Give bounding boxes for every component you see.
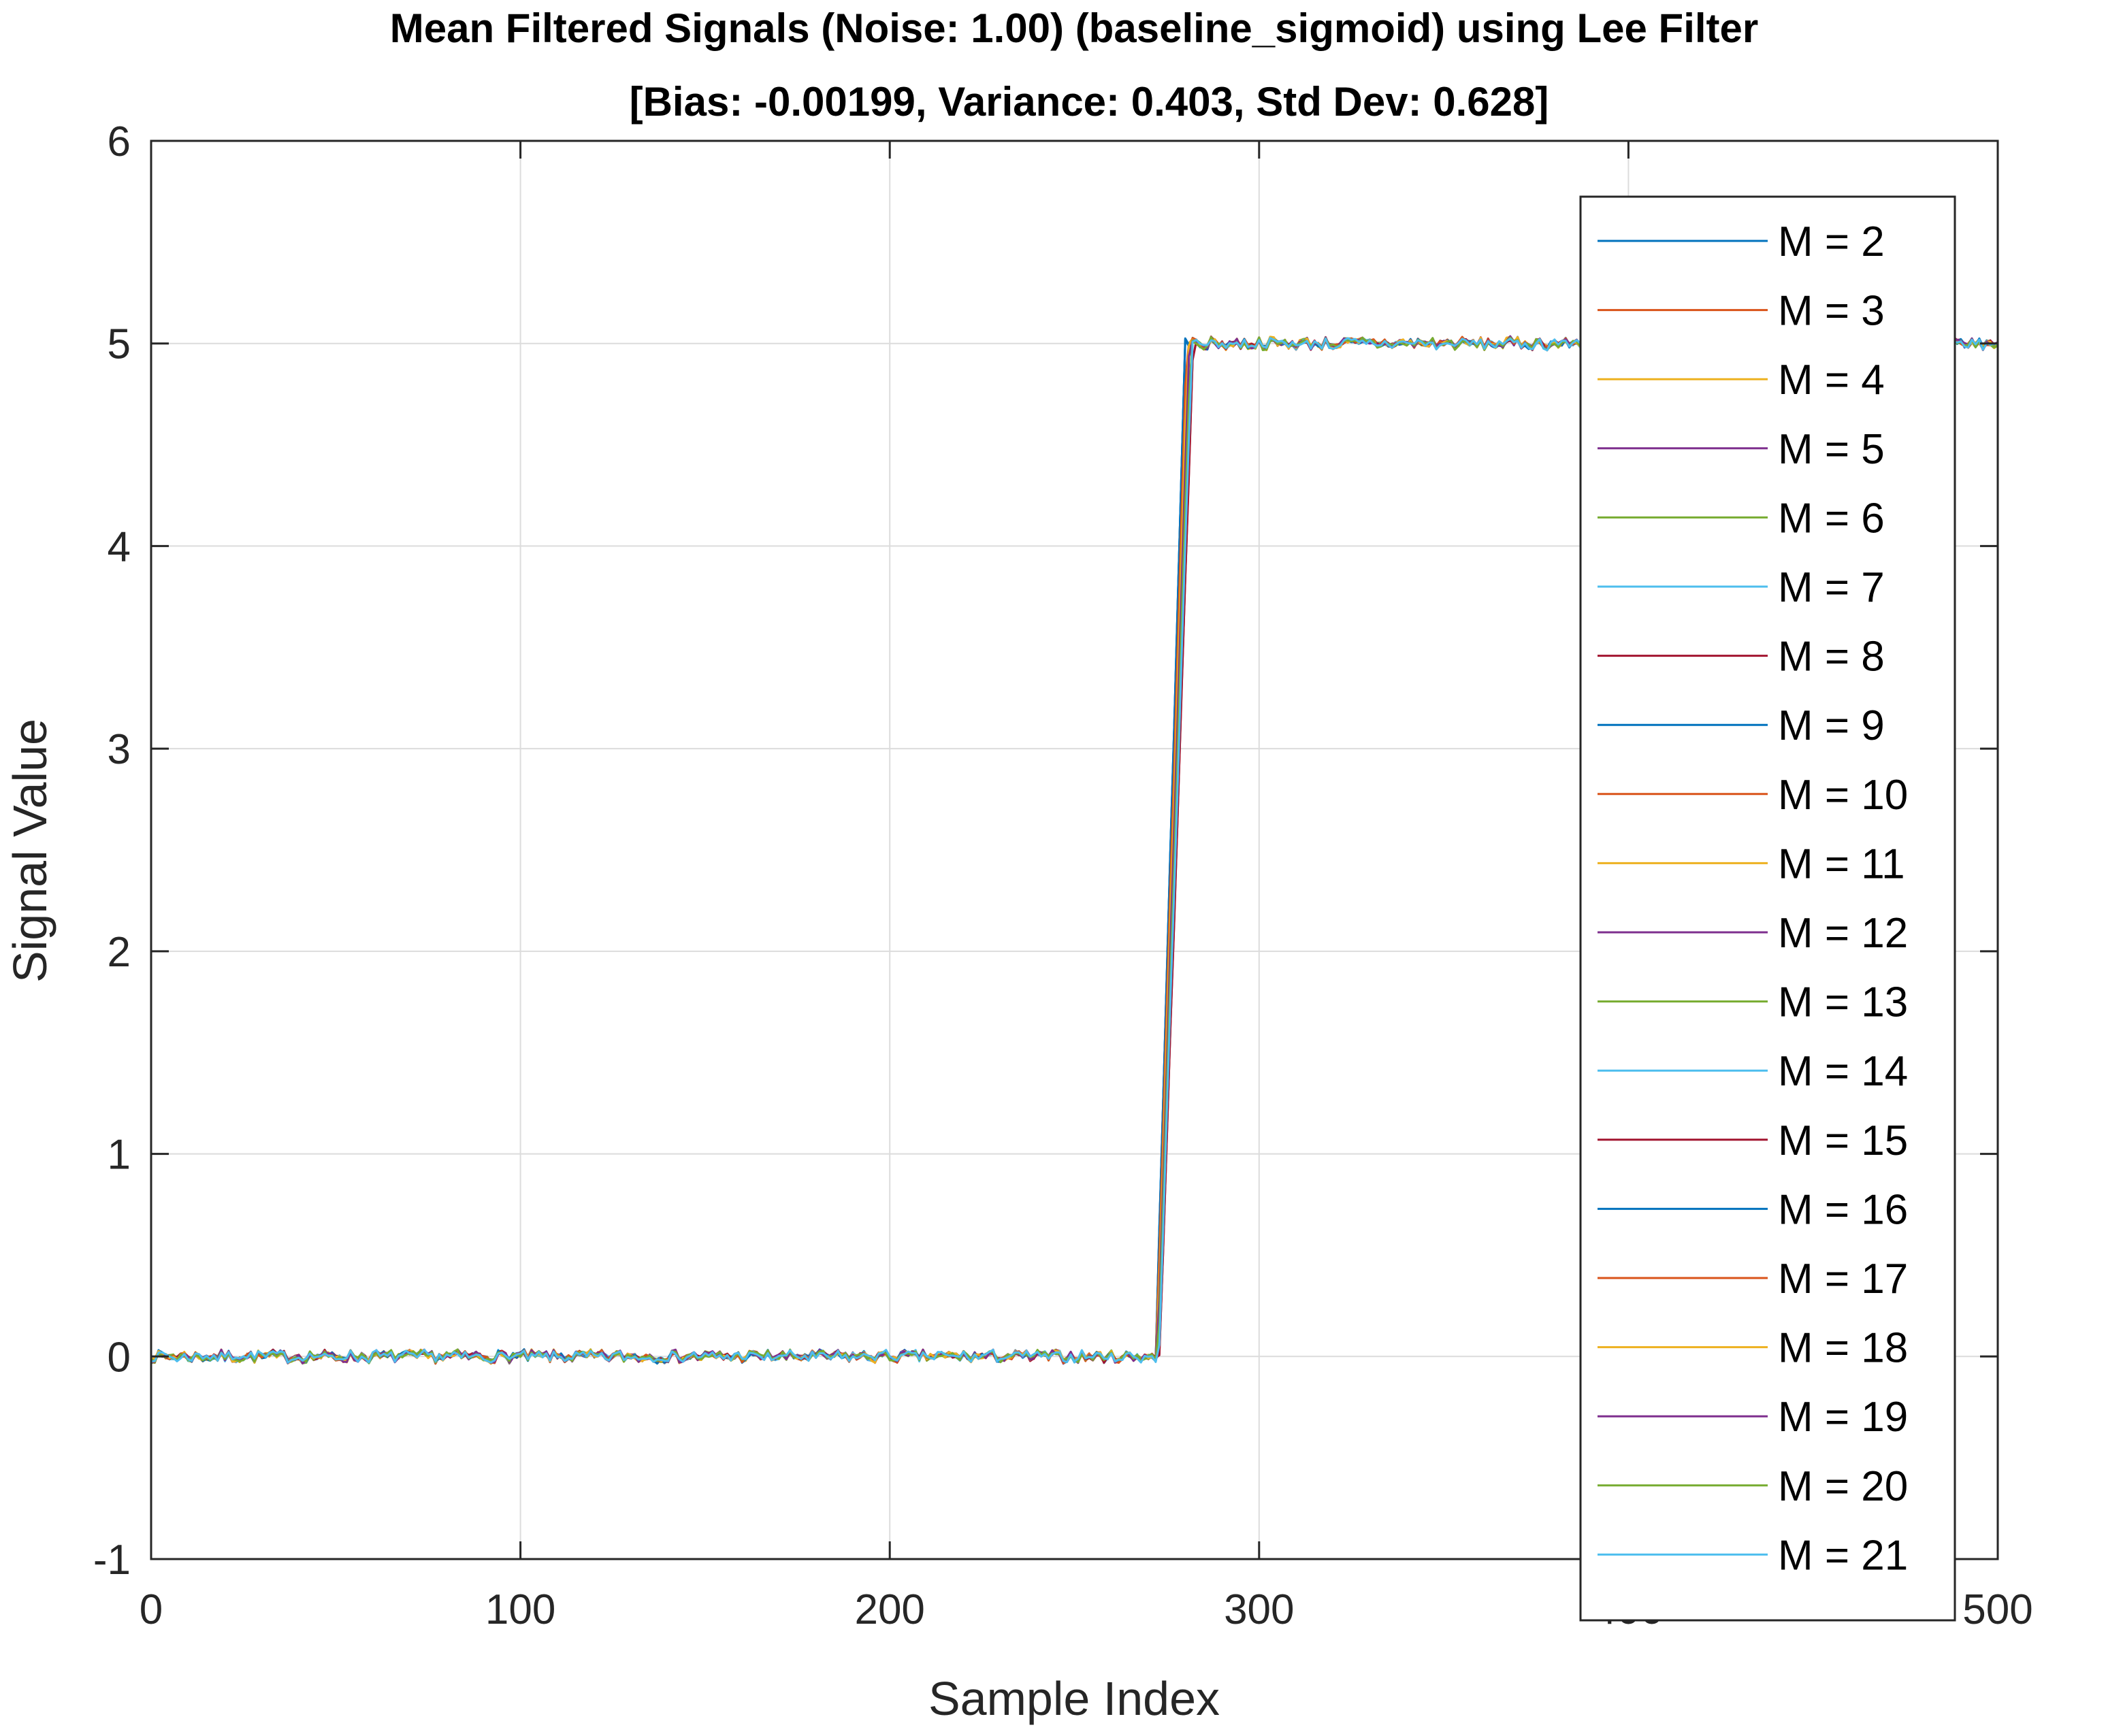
y-tick-label: 5 bbox=[108, 321, 131, 368]
legend-label: M = 17 bbox=[1778, 1256, 1908, 1303]
y-tick-label: 1 bbox=[108, 1132, 131, 1179]
x-tick-label: 500 bbox=[1962, 1586, 2032, 1633]
legend-label: M = 11 bbox=[1778, 840, 1905, 887]
legend-label: M = 18 bbox=[1778, 1325, 1908, 1372]
y-axis-label: Signal Value bbox=[3, 719, 56, 983]
y-tick-label: 0 bbox=[108, 1334, 131, 1381]
legend-label: M = 6 bbox=[1778, 495, 1885, 542]
legend-label: M = 21 bbox=[1778, 1532, 1908, 1579]
legend-label: M = 14 bbox=[1778, 1048, 1908, 1095]
y-tick-label: 3 bbox=[108, 726, 131, 773]
legend-label: M = 4 bbox=[1778, 357, 1885, 404]
chart-title: Mean Filtered Signals (Noise: 1.00) (bas… bbox=[390, 5, 1758, 51]
legend-label: M = 7 bbox=[1778, 564, 1885, 611]
legend-label: M = 5 bbox=[1778, 426, 1885, 473]
y-tick-label: 6 bbox=[108, 118, 131, 165]
legend-label: M = 13 bbox=[1778, 979, 1908, 1026]
legend-label: M = 2 bbox=[1778, 218, 1885, 265]
legend: M = 2 M = 3 M = 4 M = 5 M = 6 M = 7 M = 8 M = 9… bbox=[1579, 195, 1956, 1622]
chart-subtitle: [Bias: -0.00199, Variance: 0.403, Std De… bbox=[630, 79, 1549, 125]
legend-box bbox=[1579, 195, 1956, 1622]
legend-label: M = 8 bbox=[1778, 634, 1885, 681]
y-tick-label: 2 bbox=[108, 929, 131, 976]
y-tick-label: 4 bbox=[108, 523, 131, 570]
x-tick-label: 200 bbox=[854, 1586, 924, 1633]
legend-label: M = 19 bbox=[1778, 1394, 1908, 1441]
legend-label: M = 10 bbox=[1778, 772, 1908, 819]
legend-label: M = 3 bbox=[1778, 288, 1885, 335]
legend-label: M = 12 bbox=[1778, 910, 1908, 957]
y-tick-label: -1 bbox=[93, 1537, 131, 1584]
x-tick-label: 100 bbox=[485, 1586, 555, 1633]
plot-frame bbox=[150, 140, 1999, 1560]
legend-label: M = 20 bbox=[1778, 1463, 1908, 1510]
x-tick-label: 0 bbox=[140, 1586, 163, 1633]
legend-label: M = 9 bbox=[1778, 702, 1885, 749]
x-axis-label: Sample Index bbox=[928, 1672, 1220, 1725]
x-tick-label: 300 bbox=[1224, 1586, 1294, 1633]
legend-label: M = 15 bbox=[1778, 1117, 1908, 1164]
legend-label: M = 16 bbox=[1778, 1186, 1908, 1233]
